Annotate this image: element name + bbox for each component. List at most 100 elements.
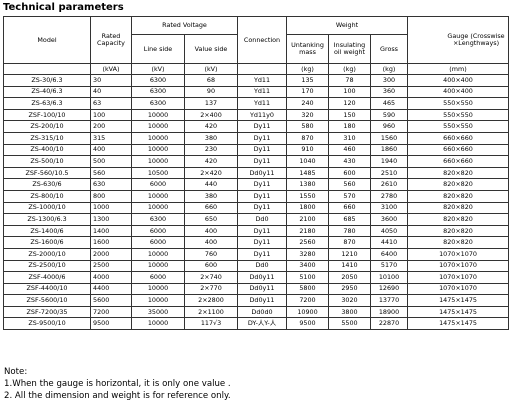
cell-connection: Yd11 xyxy=(237,97,287,110)
cell-line-side: 10000 xyxy=(131,155,185,168)
cell-model: ZS-30/6.3 xyxy=(3,74,91,87)
unit-rated-capacity: (kVA) xyxy=(90,63,132,75)
cell-untanking-mass: 910 xyxy=(286,143,329,157)
cell-line-side: 6300 xyxy=(131,74,185,87)
cell-model: ZSF-5600/10 xyxy=(3,294,91,307)
cell-gross: 10100 xyxy=(369,271,409,284)
cell-value-side: 2×770 xyxy=(184,282,238,296)
cell-gauge: 820×820 xyxy=(407,201,510,215)
cell-insulating-oil-weight: 120 xyxy=(328,97,371,110)
table-row: ZSF-4400/10 4400 10000 2×770 Dd0y11 5800 2950 1… xyxy=(3,282,510,296)
cell-gauge: 1475×1475 xyxy=(407,317,510,331)
cell-line-side: 10000 xyxy=(131,108,185,122)
cell-value-side: 420 xyxy=(184,120,238,133)
cell-gauge: 820×820 xyxy=(407,236,510,249)
cell-rated-capacity: 560 xyxy=(90,166,132,180)
cell-value-side: 660 xyxy=(184,201,238,215)
table-row: ZS-630/6 630 6000 440 Dy11 1380 560 2610 820×820 xyxy=(3,178,510,191)
cell-value-side: 90 xyxy=(184,85,238,99)
cell-connection: Dd0y11 xyxy=(237,282,287,296)
cell-insulating-oil-weight: 100 xyxy=(328,85,371,99)
cell-gauge: 820×820 xyxy=(407,166,510,180)
cell-insulating-oil-weight: 310 xyxy=(328,131,371,145)
table-row: ZS-500/10 500 10000 420 Dy11 1040 430 1940 660×6… xyxy=(3,155,510,168)
cell-insulating-oil-weight: 560 xyxy=(328,178,371,191)
cell-line-side: 10000 xyxy=(131,317,185,331)
cell-connection: Dy11 xyxy=(237,143,287,157)
cell-gauge: 1070×1070 xyxy=(407,271,510,284)
table-row: ZS-63/6.3 63 6300 137 Yd11 240 120 465 550×550 xyxy=(3,97,510,110)
cell-gross: 3100 xyxy=(369,201,409,215)
cell-untanking-mass: 240 xyxy=(286,97,329,110)
cell-rated-capacity: 800 xyxy=(90,189,132,203)
table-row: ZS-1000/10 1000 10000 660 Dy11 1800 660 3100 820… xyxy=(3,201,510,215)
table-row: ZS-315/10 315 10000 380 Dy11 870 310 1560 660×66… xyxy=(3,131,510,145)
table-row: ZS-40/6.3 40 6300 90 Yd11 170 100 360 400×400 xyxy=(3,85,510,99)
cell-connection: Dy11 xyxy=(237,178,287,191)
cell-line-side: 10000 xyxy=(131,201,185,215)
cell-value-side: 2×740 xyxy=(184,271,238,284)
table-row: ZS-800/10 800 10000 380 Dy11 1550 570 2780 820×8… xyxy=(3,189,510,203)
unit-untanking-mass: (kg) xyxy=(286,63,329,75)
cell-value-side: 2×400 xyxy=(184,108,238,122)
cell-untanking-mass: 7200 xyxy=(286,294,329,307)
header-untanking-mass-text: Untanking mass xyxy=(291,41,324,56)
cell-line-side: 10000 xyxy=(131,247,185,261)
cell-gauge: 820×820 xyxy=(407,189,510,203)
note-item-2: 2. All the dimension and weight is for r… xyxy=(4,391,231,401)
cell-line-side: 6300 xyxy=(131,213,185,226)
cell-gross: 590 xyxy=(369,108,409,122)
cell-line-side: 10000 xyxy=(131,131,185,145)
unit-line-side: (kV) xyxy=(131,63,185,75)
cell-value-side: 440 xyxy=(184,178,238,191)
cell-line-side: 35000 xyxy=(131,305,185,319)
cell-line-side: 6300 xyxy=(131,85,185,99)
cell-insulating-oil-weight: 600 xyxy=(328,166,371,180)
cell-line-side: 10000 xyxy=(131,143,185,157)
table-row: ZS-9500/10 9500 10000 117√3 DY-人Y-人 9500 5500 2… xyxy=(3,317,510,331)
cell-value-side: 2×2800 xyxy=(184,294,238,307)
cell-untanking-mass: 3400 xyxy=(286,259,329,273)
table-row: ZSF-4000/6 4000 6000 2×740 Dd0y11 5100 2050 101… xyxy=(3,271,510,284)
table-row: ZS-1300/6.3 1300 6300 650 Dd0 2100 685 3600 820×… xyxy=(3,213,510,226)
cell-untanking-mass: 1380 xyxy=(286,178,329,191)
header-untanking-mass: Untanking mass xyxy=(286,34,329,64)
cell-gross: 12690 xyxy=(369,282,409,296)
cell-gauge: 1475×1475 xyxy=(407,305,510,319)
cell-untanking-mass: 580 xyxy=(286,120,329,133)
unit-gauge: (mm) xyxy=(407,63,510,75)
cell-rated-capacity: 400 xyxy=(90,143,132,157)
table-row: ZS-1600/6 1600 6000 400 Dy11 2560 870 4410 820×8… xyxy=(3,236,510,249)
cell-model: ZSF-4400/10 xyxy=(3,282,91,296)
cell-untanking-mass: 10900 xyxy=(286,305,329,319)
cell-insulating-oil-weight: 3020 xyxy=(328,294,371,307)
cell-value-side: 400 xyxy=(184,236,238,249)
cell-model: ZS-1000/10 xyxy=(3,201,91,215)
table-row: ZSF-5600/10 5600 10000 2×2800 Dd0y11 7200 3020… xyxy=(3,294,510,307)
cell-untanking-mass: 1550 xyxy=(286,189,329,203)
cell-gauge: 1070×1070 xyxy=(407,282,510,296)
cell-gauge: 1070×1070 xyxy=(407,247,510,261)
cell-untanking-mass: 135 xyxy=(286,74,329,87)
cell-gross: 960 xyxy=(369,120,409,133)
cell-untanking-mass: 170 xyxy=(286,85,329,99)
cell-untanking-mass: 3280 xyxy=(286,247,329,261)
table-body: ZS-30/6.3 30 6300 68 Yd11 135 78 300 400×400 ZS-4… xyxy=(3,74,510,331)
cell-gauge: 820×820 xyxy=(407,224,510,238)
cell-gross: 13770 xyxy=(369,294,409,307)
cell-rated-capacity: 2000 xyxy=(90,247,132,261)
page-title: Technical parameters xyxy=(3,2,124,13)
cell-untanking-mass: 1040 xyxy=(286,155,329,168)
unit-insulating-oil-weight: (kg) xyxy=(328,63,371,75)
header-rated-capacity-text: Rated Capacity xyxy=(97,32,125,47)
cell-model: ZS-400/10 xyxy=(3,143,91,157)
cell-model: ZS-1600/6 xyxy=(3,236,91,249)
cell-connection: Dd0 xyxy=(237,213,287,226)
cell-rated-capacity: 630 xyxy=(90,178,132,191)
cell-untanking-mass: 2180 xyxy=(286,224,329,238)
cell-rated-capacity: 1000 xyxy=(90,201,132,215)
cell-connection: Dd0y11 xyxy=(237,271,287,284)
header-rated-voltage: Rated Voltage xyxy=(131,16,238,35)
header-gauge: Gauge (Crosswise ×Lengthways) xyxy=(407,16,510,64)
header-insulating-oil-weight: Insulating oil weight xyxy=(328,34,371,64)
